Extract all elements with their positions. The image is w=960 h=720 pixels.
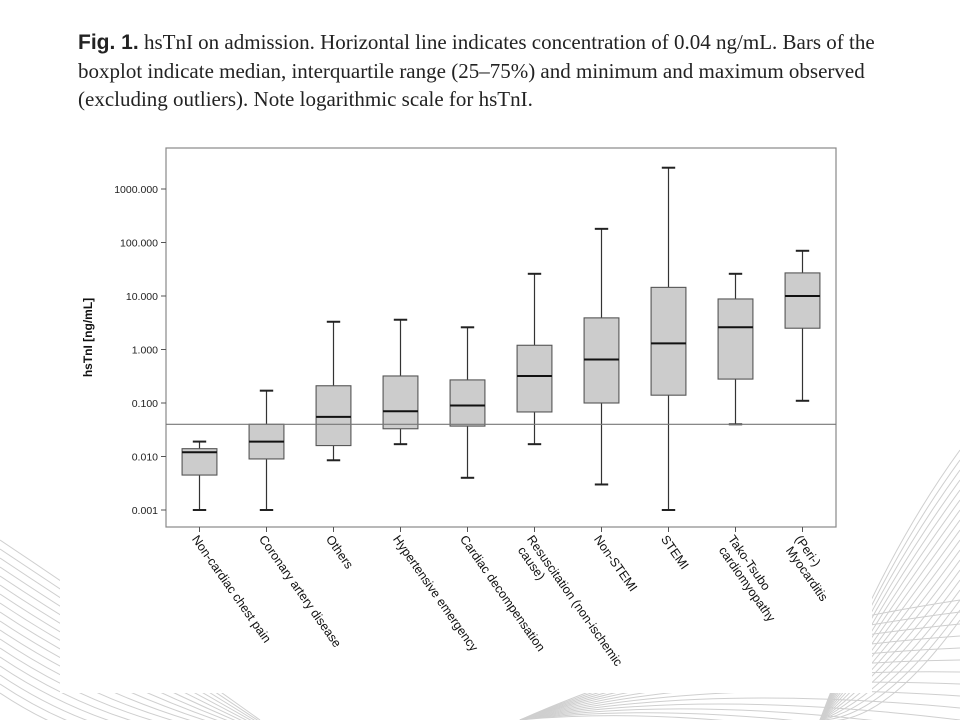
- y-tick-label: 0.010: [132, 452, 158, 464]
- box-iqr: [717, 298, 754, 380]
- box-iqr: [449, 379, 486, 427]
- box-iqr: [315, 385, 352, 447]
- decor-line: [519, 703, 960, 720]
- box-group: [516, 272, 553, 446]
- decor-line: [519, 715, 724, 720]
- y-tick-label: 1000.000: [114, 184, 158, 196]
- box-group: [315, 320, 352, 462]
- decor-line: [519, 690, 960, 720]
- y-axis-label: hsTnI [ng/mL]: [81, 298, 95, 377]
- decor-line: [819, 519, 960, 720]
- box-group: [583, 227, 620, 486]
- box-group: [449, 326, 486, 479]
- decor-line: [0, 665, 110, 720]
- decor-line: [0, 692, 49, 720]
- decor-line: [0, 629, 191, 720]
- decor-line: [0, 647, 153, 720]
- y-tick-label: 0.100: [132, 398, 158, 410]
- decor-line: [820, 619, 960, 720]
- box-group: [650, 166, 687, 511]
- decor-line: [0, 674, 88, 720]
- figure-caption: Fig. 1. hsTnI on admission. Horizontal l…: [78, 28, 898, 113]
- box-iqr: [516, 344, 553, 413]
- y-tick-label: 0.001: [132, 505, 158, 517]
- y-tick-label: 1.000: [132, 345, 158, 357]
- decor-line: [819, 549, 960, 720]
- figure-caption-text: hsTnI on admission. Horizontal line indi…: [78, 30, 875, 111]
- decor-line: [0, 656, 132, 720]
- decor-line: [0, 683, 68, 720]
- y-tick-label: 100.000: [120, 238, 158, 250]
- box-iqr: [382, 375, 419, 430]
- box-group: [181, 440, 218, 511]
- y-tick-label: 10.000: [126, 291, 158, 303]
- box-group: [248, 389, 285, 511]
- decor-line: [519, 712, 794, 720]
- decor-line: [819, 559, 960, 720]
- box-group: [382, 318, 419, 446]
- decor-line: [519, 708, 873, 720]
- decor-line: [819, 509, 960, 720]
- decor-line: [819, 579, 960, 720]
- box-group: [784, 249, 821, 402]
- box-group: [717, 272, 754, 426]
- decor-line: [519, 697, 960, 720]
- decor-line: [819, 539, 960, 720]
- decor-line: [0, 638, 173, 720]
- box-iqr: [784, 272, 821, 329]
- figure-label: Fig. 1.: [78, 31, 139, 54]
- decor-line: [819, 589, 960, 720]
- box-iqr: [650, 286, 687, 396]
